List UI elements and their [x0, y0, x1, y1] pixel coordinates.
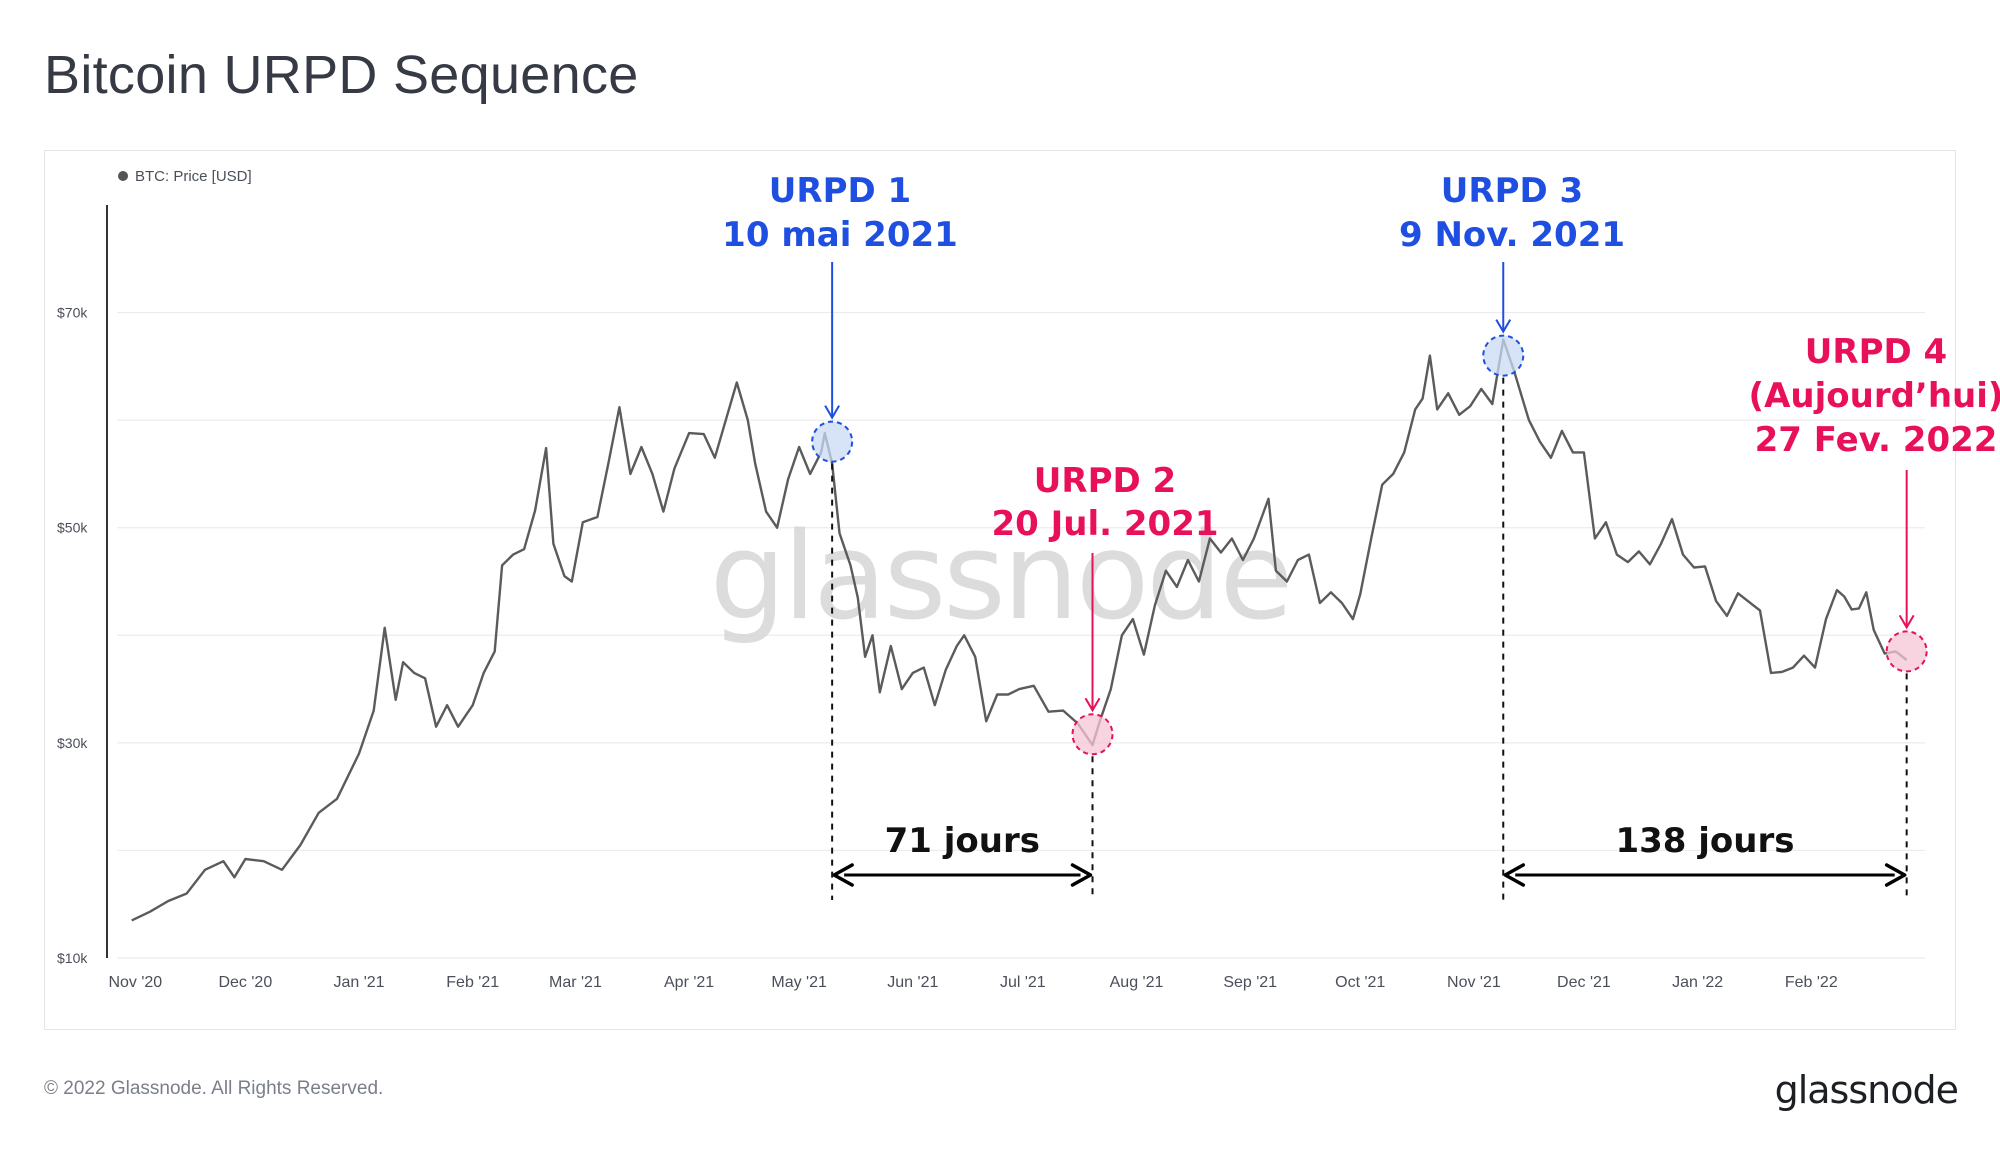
- y-tick-label-3: $70k: [57, 305, 88, 321]
- x-tick-label-8: Jul '21: [1000, 974, 1046, 991]
- annotation-urpd4-line-0: URPD 4: [1805, 332, 1947, 372]
- annotation-urpd4-line-2: 27 Fev. 2022: [1755, 420, 1998, 460]
- annotation-urpd3-line-1: 9 Nov. 2021: [1399, 215, 1625, 255]
- x-tick-label-13: Dec '21: [1557, 974, 1611, 991]
- annotation-urpd2-line-1: 20 Jul. 2021: [991, 504, 1218, 544]
- x-tick-label-10: Sep '21: [1223, 974, 1277, 991]
- x-tick-label-14: Jan '22: [1672, 974, 1723, 991]
- span-arrowhead-right-0: [1070, 863, 1093, 887]
- annotation-urpd1-line-0: URPD 1: [769, 171, 911, 211]
- y-tick-label-1: $30k: [57, 735, 88, 751]
- price-series-line: [131, 338, 1908, 922]
- pointer-arrowhead-urpd2: [1084, 697, 1101, 713]
- chart-frame: [44, 150, 1956, 1030]
- legend-dot: [118, 171, 128, 181]
- x-tick-label-4: Mar '21: [549, 974, 602, 991]
- span-label-0: 71 jours: [885, 821, 1040, 861]
- x-tick-label-12: Nov '21: [1447, 974, 1501, 991]
- pointer-arrowhead-urpd3: [1495, 319, 1512, 334]
- x-tick-label-9: Aug '21: [1110, 974, 1164, 991]
- x-tick-label-3: Feb '21: [446, 974, 499, 991]
- marker-urpd3: [1482, 334, 1525, 377]
- marker-urpd4: [1885, 630, 1928, 673]
- marker-urpd2: [1071, 713, 1114, 756]
- x-tick-label-7: Jun '21: [887, 974, 938, 991]
- x-tick-label-6: May '21: [771, 974, 827, 991]
- annotation-urpd1-line-1: 10 mai 2021: [722, 215, 958, 255]
- pointer-arrowhead-urpd4: [1898, 614, 1915, 630]
- marker-urpd1: [811, 420, 854, 463]
- x-tick-label-15: Feb '22: [1785, 974, 1838, 991]
- span-label-1: 138 jours: [1615, 821, 1794, 861]
- annotation-urpd2-line-0: URPD 2: [1034, 461, 1176, 501]
- x-tick-label-11: Oct '21: [1335, 974, 1385, 991]
- span-arrowhead-left-0: [832, 863, 854, 887]
- legend-label: BTC: Price [USD]: [135, 168, 252, 185]
- y-tick-label-2: $50k: [57, 520, 88, 536]
- brand-logo[interactable]: glassnode: [1774, 1068, 1959, 1112]
- y-tick-label-0: $10k: [57, 950, 88, 966]
- x-tick-label-2: Jan '21: [333, 974, 384, 991]
- annotation-urpd3-line-0: URPD 3: [1441, 171, 1583, 211]
- span-arrowhead-left-1: [1503, 863, 1526, 887]
- x-tick-label-1: Dec '20: [218, 974, 272, 991]
- x-tick-label-0: Nov '20: [108, 974, 162, 991]
- x-tick-label-5: Apr '21: [664, 974, 714, 991]
- annotation-urpd4-line-1: (Aujourd’hui): [1749, 376, 2000, 416]
- page-title: Bitcoin URPD Sequence: [44, 45, 639, 105]
- copyright-text: © 2022 Glassnode. All Rights Reserved.: [44, 1078, 384, 1099]
- span-arrowhead-right-1: [1884, 863, 1907, 887]
- pointer-arrowhead-urpd1: [824, 405, 840, 420]
